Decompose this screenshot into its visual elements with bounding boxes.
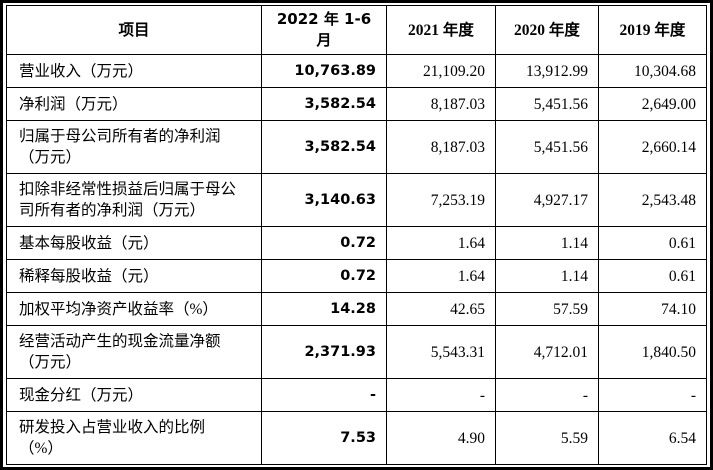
value-cell: 7.53	[261, 411, 387, 465]
value-cell: 5,451.56	[495, 87, 599, 121]
value-cell: 2,371.93	[261, 325, 387, 379]
row-label: 扣除非经常性损益后归属于母公 司所有者的净利润（万元）	[6, 173, 262, 227]
value-cell: 2,649.00	[598, 87, 707, 121]
row-label: 净利润（万元）	[6, 87, 262, 121]
table-row: 基本每股收益（元） 0.72 1.64 1.14 0.61	[6, 226, 707, 260]
value-cell: 3,582.54	[261, 87, 387, 121]
value-cell: 0.61	[598, 226, 707, 260]
table-row: 稀释每股收益（元） 0.72 1.64 1.14 0.61	[6, 259, 707, 293]
row-label: 现金分红（万元）	[6, 378, 262, 412]
column-header-2020: 2020 年度	[495, 5, 599, 55]
value-cell: 74.10	[598, 292, 707, 326]
value-cell: 0.61	[598, 259, 707, 293]
value-cell: 1.64	[386, 226, 496, 260]
table-row: 扣除非经常性损益后归属于母公 司所有者的净利润（万元） 3,140.63 7,253…	[6, 173, 707, 227]
value-cell: 0.72	[261, 259, 387, 293]
value-cell: 14.28	[261, 292, 387, 326]
row-label: 经营活动产生的现金流量净额 （万元）	[6, 325, 262, 379]
value-cell: 57.59	[495, 292, 599, 326]
row-label: 基本每股收益（元）	[6, 226, 262, 260]
value-cell: 5,543.31	[386, 325, 496, 379]
value-cell: 10,304.68	[598, 54, 707, 88]
column-header-2019: 2019 年度	[598, 5, 707, 55]
table-row: 归属于母公司所有者的净利润 （万元） 3,582.54 8,187.03 5,451.…	[6, 120, 707, 174]
table-row: 加权平均净资产收益率（%） 14.28 42.65 57.59 74.10	[6, 292, 707, 326]
value-cell: 1.14	[495, 259, 599, 293]
value-cell: 2,543.48	[598, 173, 707, 227]
value-cell: 8,187.03	[386, 87, 496, 121]
value-cell: 13,912.99	[495, 54, 599, 88]
table-row: 营业收入（万元） 10,763.89 21,109.20 13,912.99 10,30…	[6, 54, 707, 88]
value-cell: 4,712.01	[495, 325, 599, 379]
table-row: 研发投入占营业收入的比例 （%） 7.53 4.90 5.59 6.54	[6, 411, 707, 465]
value-cell: -	[598, 378, 707, 412]
value-cell: 8,187.03	[386, 120, 496, 174]
value-cell: 0.72	[261, 226, 387, 260]
column-header-item: 项目	[6, 5, 262, 55]
row-label: 稀释每股收益（元）	[6, 259, 262, 293]
value-cell: 10,763.89	[261, 54, 387, 88]
value-cell: 21,109.20	[386, 54, 496, 88]
column-header-2021: 2021 年度	[386, 5, 496, 55]
row-label: 研发投入占营业收入的比例 （%）	[6, 411, 262, 465]
value-cell: 4.90	[386, 411, 496, 465]
header-row: 项目 2022 年 1-6 月 2021 年度 2020 年度 2019 年度	[6, 5, 707, 55]
value-cell: 5.59	[495, 411, 599, 465]
value-cell: 3,582.54	[261, 120, 387, 174]
value-cell: 2,660.14	[598, 120, 707, 174]
table-body: 营业收入（万元） 10,763.89 21,109.20 13,912.99 10,30…	[6, 54, 707, 465]
value-cell: -	[495, 378, 599, 412]
value-cell: -	[261, 378, 387, 412]
value-cell: 42.65	[386, 292, 496, 326]
table-row: 净利润（万元） 3,582.54 8,187.03 5,451.56 2,649.00	[6, 87, 707, 121]
row-label: 营业收入（万元）	[6, 54, 262, 88]
column-header-2022-h1: 2022 年 1-6 月	[261, 5, 387, 55]
value-cell: 6.54	[598, 411, 707, 465]
table-row: 现金分红（万元） - - - -	[6, 378, 707, 412]
value-cell: -	[386, 378, 496, 412]
value-cell: 7,253.19	[386, 173, 496, 227]
value-cell: 1,840.50	[598, 325, 707, 379]
row-label: 加权平均净资产收益率（%）	[6, 292, 262, 326]
value-cell: 1.64	[386, 259, 496, 293]
value-cell: 1.14	[495, 226, 599, 260]
value-cell: 5,451.56	[495, 120, 599, 174]
table-row: 经营活动产生的现金流量净额 （万元） 2,371.93 5,543.31 4,712.…	[6, 325, 707, 379]
value-cell: 3,140.63	[261, 173, 387, 227]
value-cell: 4,927.17	[495, 173, 599, 227]
financial-summary-table: 项目 2022 年 1-6 月 2021 年度 2020 年度 2019 年度 …	[6, 5, 707, 465]
row-label: 归属于母公司所有者的净利润 （万元）	[6, 120, 262, 174]
